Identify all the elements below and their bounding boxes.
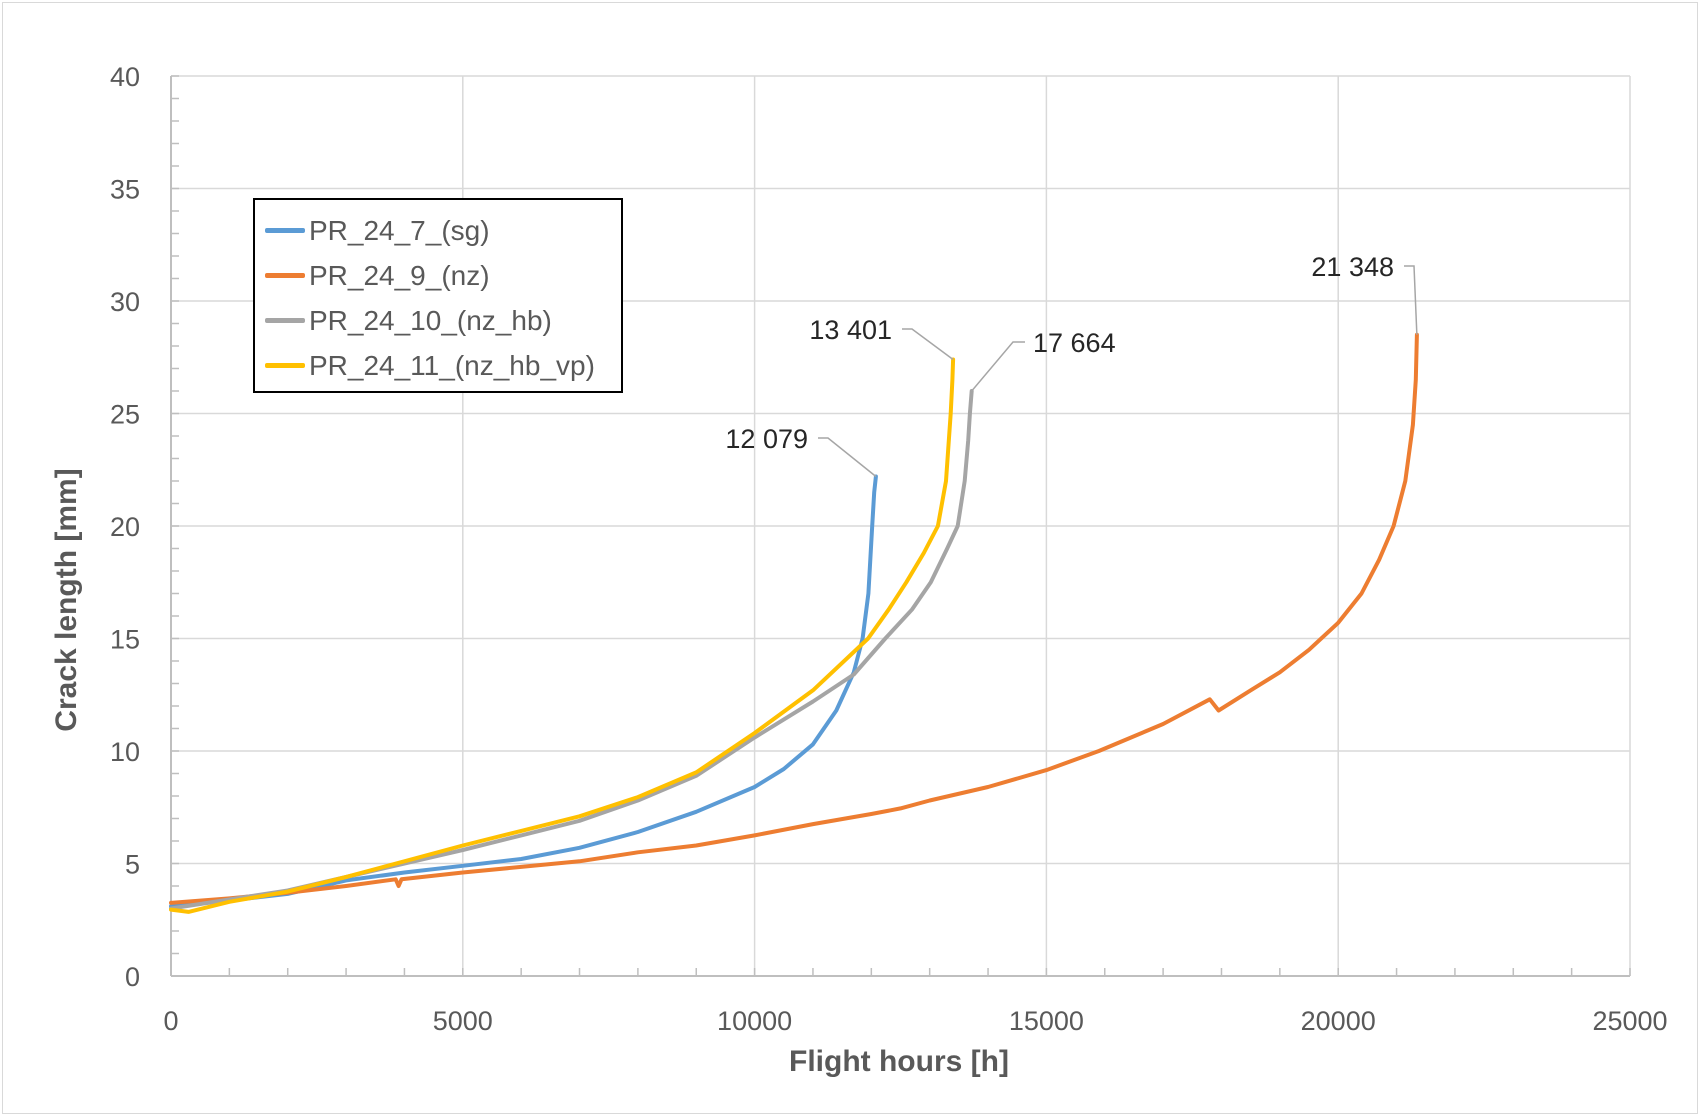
legend-label: PR_24_9_(nz) <box>309 259 490 291</box>
legend-swatch-blue <box>265 228 305 233</box>
legend: PR_24_7_(sg) PR_24_9_(nz) PR_24_10_(nz_h… <box>253 198 623 393</box>
legend-item-pr-24-11: PR_24_11_(nz_hb_vp) <box>265 343 621 388</box>
data-label: 21 348 <box>1311 252 1394 282</box>
x-tick-label: 20000 <box>1301 1006 1376 1036</box>
y-tick-label: 15 <box>110 625 140 655</box>
tick-labels: 0 5000 10000 15000 20000 25000 0 5 10 15 20 25 30 35 4… <box>110 62 1668 1036</box>
legend-label: PR_24_7_(sg) <box>309 214 490 246</box>
leader-line <box>971 341 1025 392</box>
leader-line <box>1404 265 1418 335</box>
y-tick-label: 30 <box>110 287 140 317</box>
x-tick-label: 25000 <box>1592 1006 1667 1036</box>
y-tick-label: 0 <box>125 962 140 992</box>
x-tick-label: 5000 <box>433 1006 493 1036</box>
series-line <box>169 474 878 909</box>
data-series <box>169 332 1419 914</box>
x-tick-label: 0 <box>163 1006 178 1036</box>
series-line <box>169 357 956 914</box>
legend-swatch-orange <box>265 273 305 278</box>
legend-item-pr-24-7: PR_24_7_(sg) <box>265 208 621 253</box>
x-tick-label: 15000 <box>1009 1006 1084 1036</box>
legend-swatch-yellow <box>265 363 305 368</box>
legend-swatch-gray <box>265 318 305 323</box>
y-tick-label: 35 <box>110 175 140 205</box>
x-tick-label: 10000 <box>717 1006 792 1036</box>
data-label: 12 079 <box>725 424 808 454</box>
legend-label: PR_24_11_(nz_hb_vp) <box>309 349 595 381</box>
y-tick-label: 40 <box>110 62 140 92</box>
x-axis-title: Flight hours [h] <box>789 1045 1009 1078</box>
series-line <box>169 389 974 911</box>
leader-line <box>818 437 877 478</box>
data-label: 13 401 <box>809 315 892 345</box>
legend-label: PR_24_10_(nz_hb) <box>309 304 552 336</box>
y-tick-label: 25 <box>110 400 140 430</box>
axes <box>170 75 1631 977</box>
series-line <box>169 332 1419 905</box>
data-label: 17 664 <box>1033 328 1116 358</box>
y-tick-label: 20 <box>110 512 140 542</box>
legend-item-pr-24-9: PR_24_9_(nz) <box>265 253 621 298</box>
y-axis-title: Crack length [mm] <box>50 468 83 731</box>
y-tick-label: 10 <box>110 737 140 767</box>
y-tick-label: 5 <box>125 850 140 880</box>
legend-item-pr-24-10: PR_24_10_(nz_hb) <box>265 298 621 343</box>
data-labels: 12 079 13 401 17 664 21 348 <box>725 252 1418 478</box>
leader-line <box>902 328 954 361</box>
